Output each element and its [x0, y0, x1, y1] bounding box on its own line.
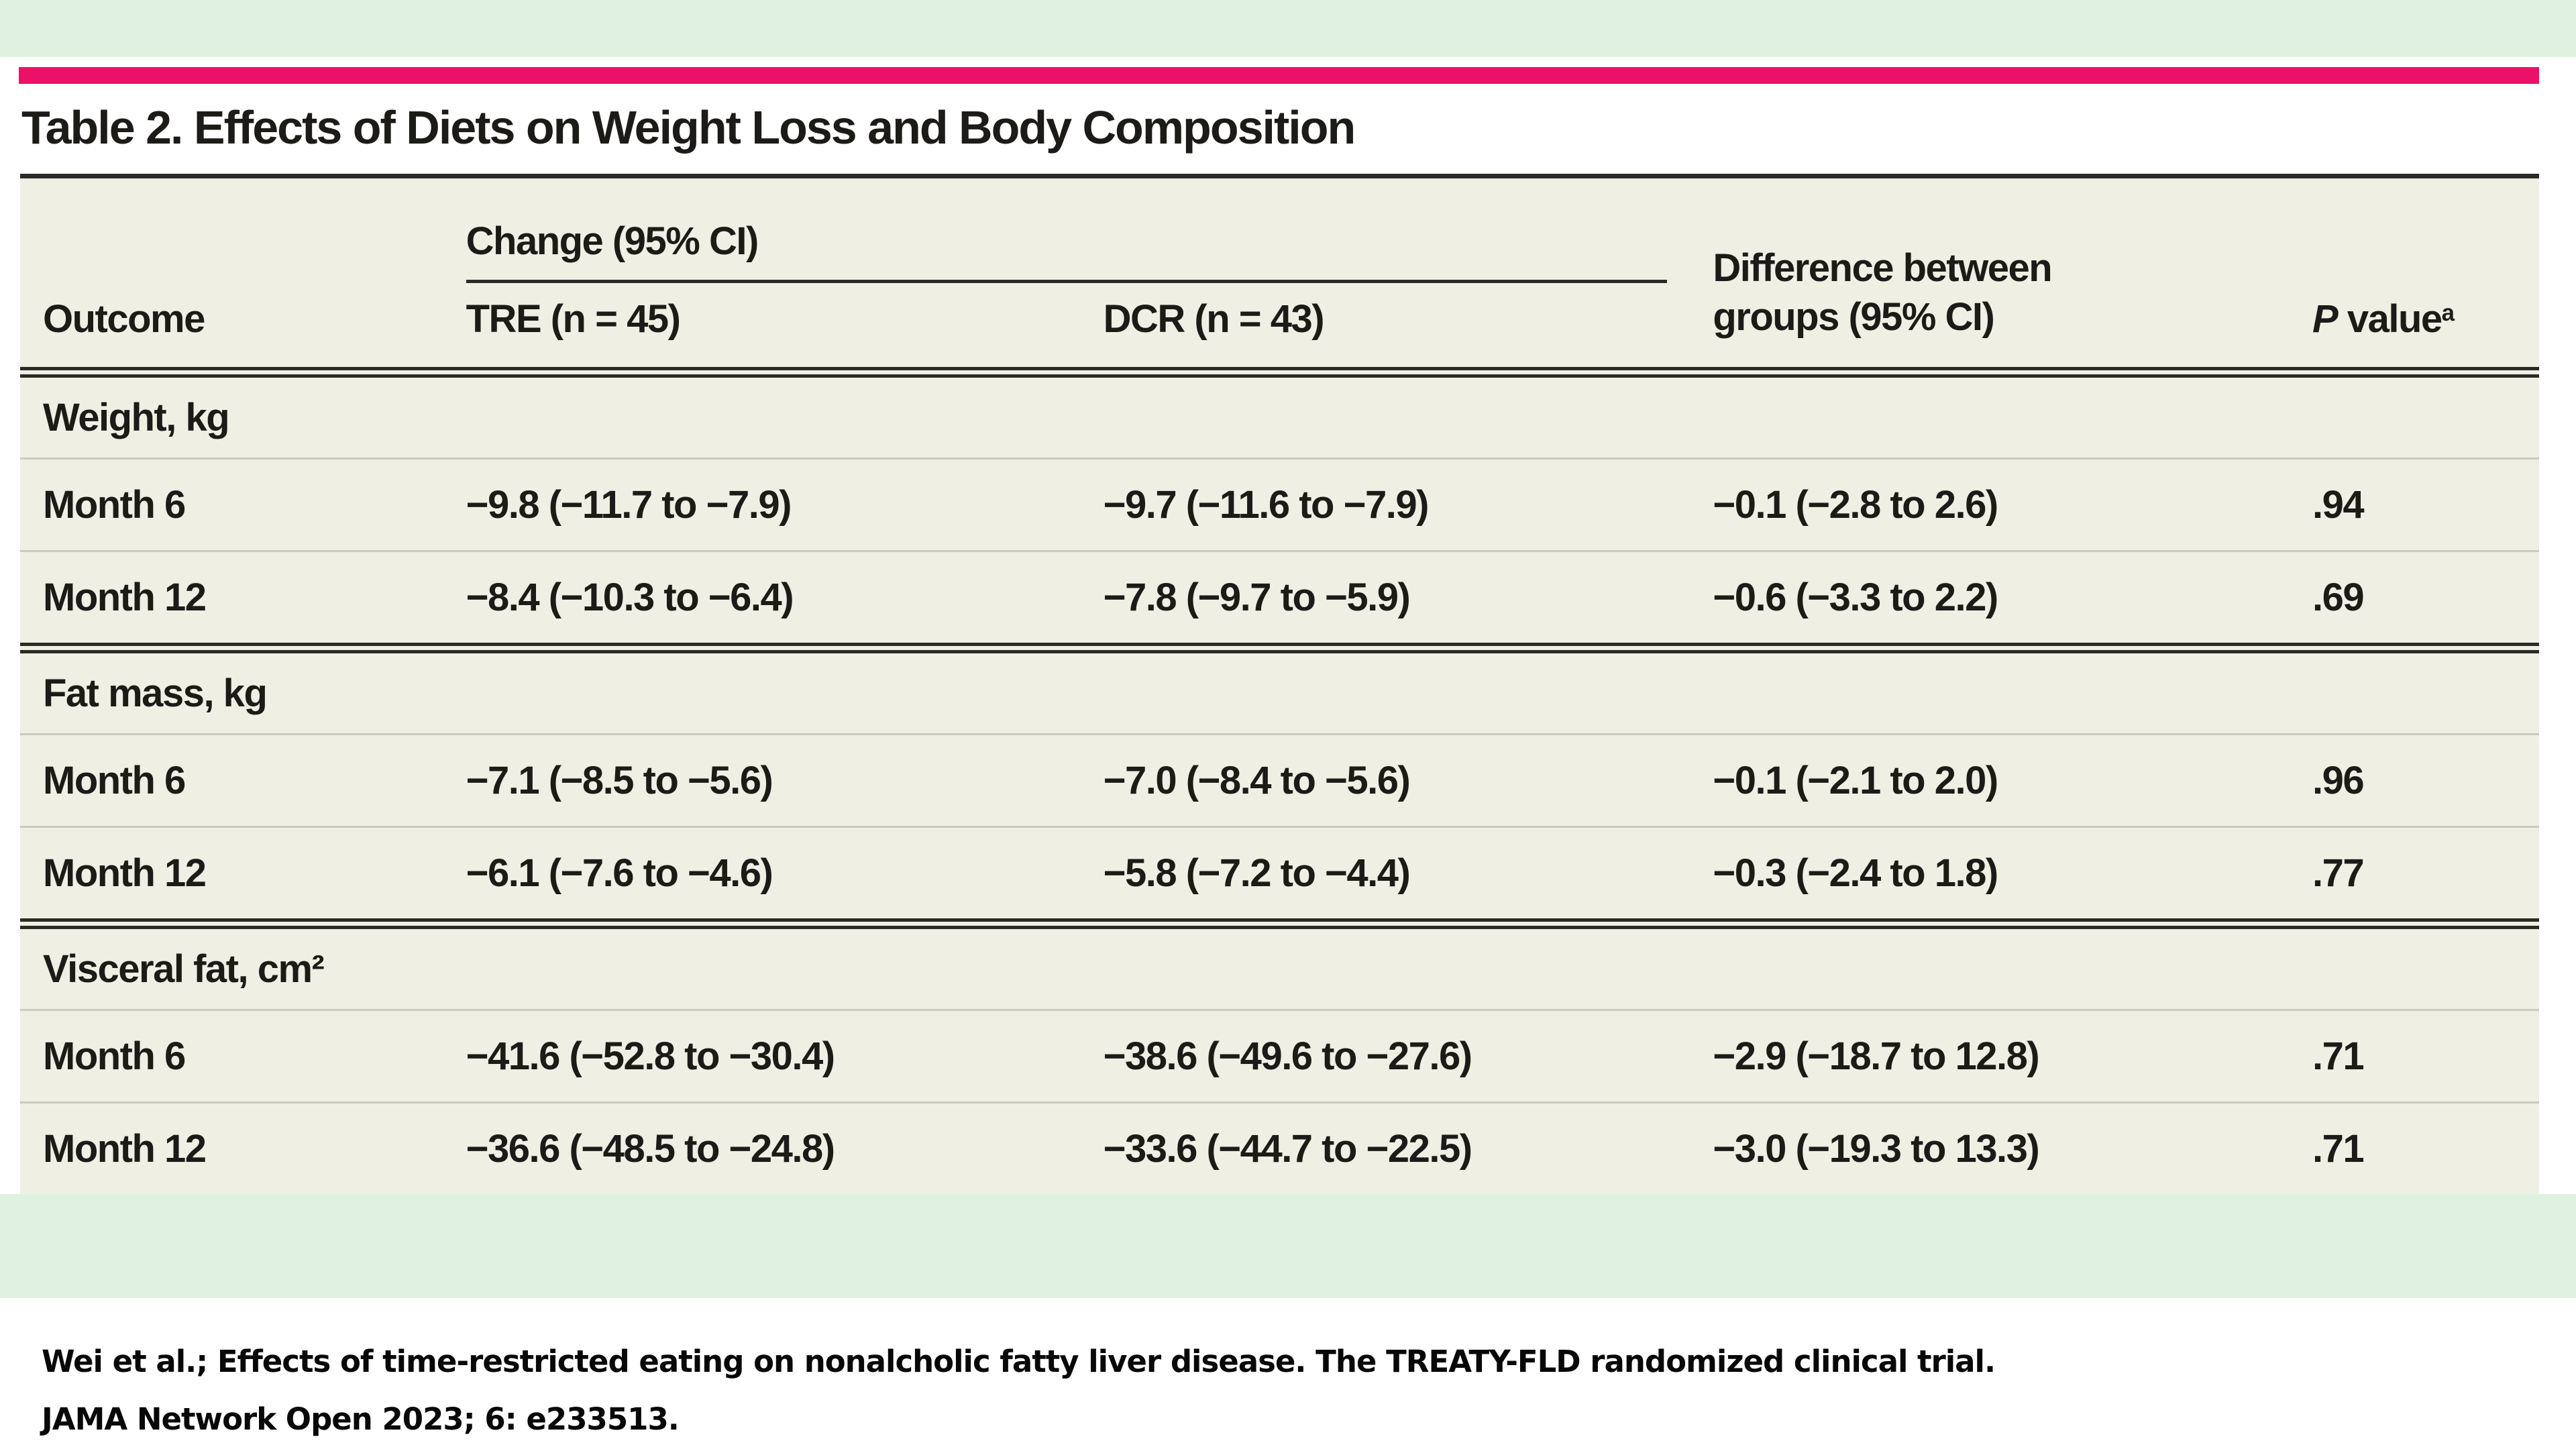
section-label: Weight, kg [43, 396, 230, 439]
top-green-band [0, 0, 2576, 57]
citation-line-1: Wei et al.; Effects of time-restricted e… [42, 1344, 1996, 1379]
col-header-dcr: DCR (n = 43) [1103, 283, 1713, 378]
cell-outcome: Month 12 [20, 826, 466, 924]
cell-tre: −36.6 (−48.5 to −24.8) [466, 1102, 1104, 1194]
table-row: Month 12 −36.6 (−48.5 to −24.8) −33.6 (−… [20, 1102, 2539, 1194]
section-row: Weight, kg [20, 372, 2539, 459]
section-row: Visceral fat, cm² [20, 918, 2539, 1010]
col-header-difference: Difference between groups (95% CI) [1713, 176, 2313, 378]
cell-tre: −7.1 (−8.5 to −5.6) [466, 733, 1104, 827]
col-header-tre: TRE (n = 45) [466, 283, 1104, 378]
table-header: Outcome Change (95% CI) Difference betwe… [20, 176, 2539, 378]
cell-dcr: −33.6 (−44.7 to −22.5) [1103, 1102, 1713, 1194]
section-label: Visceral fat, cm² [20, 918, 2539, 1010]
section-label: Fat mass, kg [20, 643, 2539, 735]
citation: Wei et al.; Effects of time-restricted e… [42, 1333, 2549, 1448]
col-header-p-value: P valuea [2312, 176, 2539, 378]
header-row-group: Outcome Change (95% CI) Difference betwe… [20, 176, 2539, 378]
cell-outcome: Month 6 [20, 733, 466, 827]
cell-dcr: −5.8 (−7.2 to −4.4) [1103, 826, 1713, 924]
table-row: Month 12 −8.4 (−10.3 to −6.4) −7.8 (−9.7… [20, 550, 2539, 648]
cell-outcome: Month 6 [20, 1009, 466, 1103]
col-header-outcome: Outcome [20, 176, 466, 378]
cell-difference: −0.3 (−2.4 to 1.8) [1713, 826, 2313, 924]
section-row: Fat mass, kg [20, 643, 2539, 735]
table-container: Outcome Change (95% CI) Difference betwe… [20, 174, 2539, 1194]
col-header-change-group: Change (95% CI) [466, 176, 1713, 283]
cell-outcome: Month 12 [20, 1102, 466, 1194]
cell-dcr: −9.7 (−11.6 to −7.9) [1103, 458, 1713, 551]
cell-p-value: .77 [2312, 826, 2539, 924]
cell-difference: −3.0 (−19.3 to 13.3) [1713, 1102, 2313, 1194]
cell-outcome: Month 12 [20, 550, 466, 648]
change-group-label: Change (95% CI) [466, 219, 1668, 283]
cell-outcome: Month 6 [20, 458, 466, 551]
cell-p-value: .94 [2312, 458, 2539, 551]
header-row-arms: TRE (n = 45) DCR (n = 43) [20, 283, 2539, 378]
pink-accent-bar [19, 67, 2539, 84]
cell-tre: −41.6 (−52.8 to −30.4) [466, 1009, 1104, 1103]
table-row: Month 6 −7.1 (−8.5 to −5.6) −7.0 (−8.4 t… [20, 733, 2539, 827]
citation-line-2: JAMA Network Open 2023; 6: e233513. [42, 1401, 680, 1437]
table-row: Month 6 −9.8 (−11.7 to −7.9) −9.7 (−11.6… [20, 458, 2539, 551]
cell-difference: −0.1 (−2.1 to 2.0) [1713, 733, 2313, 827]
cell-dcr: −38.6 (−49.6 to −27.6) [1103, 1009, 1713, 1103]
p-value-rest: value [2337, 297, 2443, 341]
cell-tre: −9.8 (−11.7 to −7.9) [466, 458, 1104, 551]
cell-p-value: .71 [2312, 1009, 2539, 1103]
section-visceral-fat: Visceral fat, cm² Month 6 −41.6 (−52.8 t… [20, 918, 2539, 1194]
outcomes-table: Outcome Change (95% CI) Difference betwe… [20, 174, 2539, 1194]
cell-dcr: −7.0 (−8.4 to −5.6) [1103, 733, 1713, 827]
table-title: Table 2. Effects of Diets on Weight Loss… [21, 101, 1356, 154]
cell-p-value: .69 [2312, 550, 2539, 648]
cell-difference: −2.9 (−18.7 to 12.8) [1713, 1009, 2313, 1103]
table-row: Month 12 −6.1 (−7.6 to −4.6) −5.8 (−7.2 … [20, 826, 2539, 924]
cell-difference: −0.6 (−3.3 to 2.2) [1713, 550, 2313, 648]
bottom-green-band [0, 1194, 2576, 1298]
table-row: Month 6 −41.6 (−52.8 to −30.4) −38.6 (−4… [20, 1009, 2539, 1103]
cell-difference: −0.1 (−2.8 to 2.6) [1713, 458, 2313, 551]
p-value-footnote-marker: a [2441, 299, 2455, 326]
p-value-italic: P [2312, 297, 2339, 341]
cell-dcr: −7.8 (−9.7 to −5.9) [1103, 550, 1713, 648]
section-fat-mass: Fat mass, kg Month 6 −7.1 (−8.5 to −5.6)… [20, 643, 2539, 924]
cell-p-value: .71 [2312, 1102, 2539, 1194]
cell-tre: −6.1 (−7.6 to −4.6) [466, 826, 1104, 924]
section-weight: Weight, kg Month 6 −9.8 (−11.7 to −7.9) … [20, 372, 2539, 648]
cell-p-value: .96 [2312, 733, 2539, 827]
cell-tre: −8.4 (−10.3 to −6.4) [466, 550, 1104, 648]
